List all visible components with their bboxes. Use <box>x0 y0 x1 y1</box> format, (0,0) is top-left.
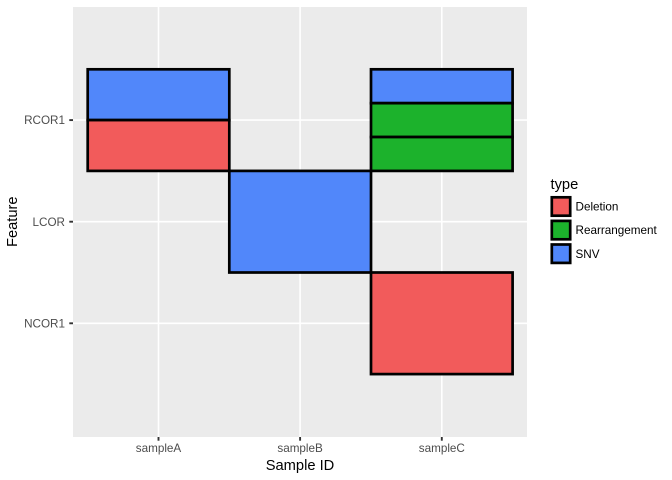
svg-text:NCOR1: NCOR1 <box>24 317 65 330</box>
svg-text:Feature: Feature <box>5 196 21 247</box>
svg-text:Rearrangement: Rearrangement <box>576 224 658 237</box>
svg-text:sampleA: sampleA <box>136 442 182 455</box>
svg-text:Sample ID: Sample ID <box>266 458 335 474</box>
svg-text:SNV: SNV <box>576 248 600 261</box>
svg-text:RCOR1: RCOR1 <box>24 114 65 127</box>
svg-text:LCOR: LCOR <box>33 216 65 229</box>
svg-text:Deletion: Deletion <box>576 201 619 214</box>
svg-text:type: type <box>551 177 579 193</box>
svg-text:sampleB: sampleB <box>277 442 323 455</box>
svg-text:sampleC: sampleC <box>419 442 465 455</box>
